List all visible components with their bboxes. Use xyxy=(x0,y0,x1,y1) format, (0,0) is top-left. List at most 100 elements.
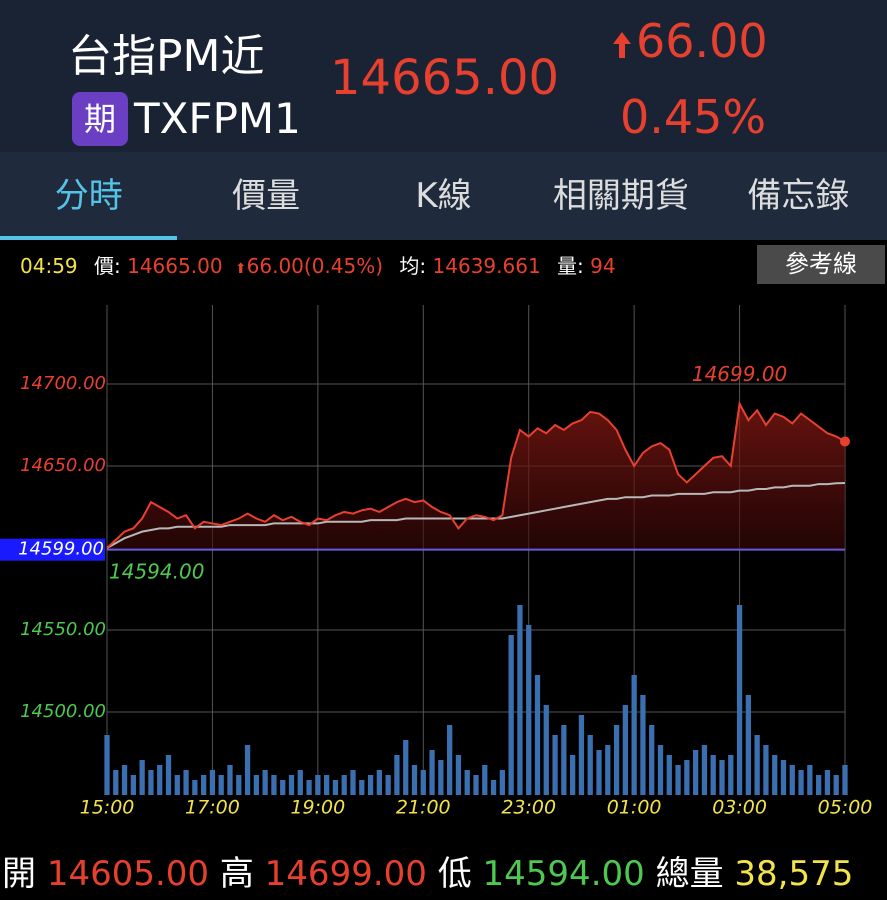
x-tick-label: 01:00 xyxy=(607,797,662,819)
footer: 開 14605.00 高 14699.00 低 14594.00 總量 38,5… xyxy=(2,846,853,895)
volume-bar xyxy=(736,605,743,795)
tab[interactable]: 價量 xyxy=(232,176,301,216)
reference-box xyxy=(0,538,105,561)
header: 台指PM近 期 TXFPM1 14665.00 66.00 0.45% xyxy=(0,0,887,152)
volume-bar xyxy=(288,775,295,795)
volume-bar xyxy=(798,770,804,795)
price-area xyxy=(107,403,845,550)
volume-bar xyxy=(842,765,848,795)
volume-bar xyxy=(280,780,286,795)
tab[interactable]: 相關期貨 xyxy=(552,176,689,216)
volume-bar xyxy=(490,780,497,795)
x-tick-label: 17:00 xyxy=(185,797,240,819)
change: 66.00 xyxy=(636,14,768,68)
volume-bar xyxy=(508,635,514,795)
volume-bar xyxy=(429,750,435,795)
volume-bar xyxy=(763,745,769,795)
volume-bar xyxy=(640,695,646,795)
low-label: 低 xyxy=(437,854,472,894)
volume-bar xyxy=(385,775,391,795)
avg-label: 均: xyxy=(399,254,427,278)
volume-bar xyxy=(605,745,611,795)
volume-bar xyxy=(772,755,778,795)
volume-bar xyxy=(684,760,690,795)
tab[interactable]: K線 xyxy=(415,176,472,216)
volume-bar xyxy=(526,625,532,795)
volume-bar xyxy=(649,725,655,795)
volume-bar xyxy=(271,775,277,795)
price-label: 價: xyxy=(94,254,121,278)
volume-bar xyxy=(113,770,119,795)
reference-label: 14599.00 xyxy=(18,539,104,560)
volume-bar xyxy=(420,770,426,795)
x-tick-label: 05:00 xyxy=(818,797,873,819)
badge: 期 xyxy=(72,92,128,146)
high-label: 14699.00 xyxy=(692,362,787,386)
y-tick-label: 14550.00 xyxy=(20,619,106,640)
volume-bar xyxy=(104,735,110,795)
volume-bar xyxy=(666,755,672,795)
vol-label: 量: xyxy=(557,254,584,278)
x-tick-label: 15:00 xyxy=(80,797,135,819)
tab[interactable]: 備忘錄 xyxy=(747,176,850,216)
price-line xyxy=(106,400,846,549)
volume-bar xyxy=(315,775,321,795)
open-label: 開 xyxy=(2,854,36,894)
volume-bar xyxy=(367,775,374,795)
volume-bar xyxy=(499,770,505,795)
volume-bar xyxy=(192,780,198,795)
volume-bar xyxy=(719,760,725,795)
price: 14665.00 xyxy=(127,254,223,278)
volume-bar xyxy=(183,770,189,795)
average-line xyxy=(106,481,846,549)
volume-bar xyxy=(253,775,259,795)
volume-bar xyxy=(157,765,163,795)
volume-bar xyxy=(534,675,541,795)
change: 66.00(0.45%) xyxy=(246,254,384,278)
volume-bar xyxy=(262,770,268,795)
reference-button[interactable]: 參考線 xyxy=(757,245,885,284)
up-arrow: ⬆ xyxy=(234,261,247,277)
volume-bar xyxy=(701,745,708,795)
low: 14594.00 xyxy=(482,854,645,894)
volume-bar xyxy=(789,765,795,795)
volume-bar xyxy=(411,765,418,795)
x-tick-label: 19:00 xyxy=(290,797,345,819)
volume-bar xyxy=(693,750,699,795)
volume-bar xyxy=(209,770,216,795)
price: 14665.00 xyxy=(330,50,560,106)
high: 14699.00 xyxy=(264,854,427,894)
total-label: 總量 xyxy=(655,854,724,894)
volume-bar xyxy=(754,735,760,795)
y-tick-label: 14650.00 xyxy=(20,455,106,476)
tab[interactable]: 分時 xyxy=(0,152,178,240)
volume-bar xyxy=(824,770,831,795)
volume-bar xyxy=(482,765,488,795)
volume-bar xyxy=(578,715,585,795)
chart: 15:00 17:00 19:00 21:00 23:00 01:00 03:00 05:00… xyxy=(0,305,873,819)
volume-bar xyxy=(121,765,128,795)
y-tick-label: 14700.00 xyxy=(20,373,106,394)
volume-bar xyxy=(596,750,602,795)
y-tick-label: 14500.00 xyxy=(20,701,106,722)
volume-bar xyxy=(438,760,444,795)
volume-bar xyxy=(201,775,207,795)
volume-bar xyxy=(675,765,681,795)
volume-bar xyxy=(359,780,365,795)
change-percent: 0.45% xyxy=(620,90,767,144)
tab-bar: 分時 價量 K線 相關期貨 備忘錄 xyxy=(0,152,887,240)
volume-bar xyxy=(139,760,145,795)
volume-bar xyxy=(657,745,664,795)
volume-bar xyxy=(244,745,251,795)
time: 04:59 xyxy=(20,254,78,278)
volume-bar xyxy=(807,765,813,795)
volume-bar xyxy=(710,755,716,795)
volume-bar xyxy=(130,775,136,795)
volume-bar xyxy=(543,705,549,795)
volume-bar xyxy=(324,775,330,795)
volume-bar xyxy=(394,755,400,795)
volume-bar xyxy=(570,755,576,795)
volume-bar xyxy=(561,725,567,795)
volume-bar xyxy=(332,780,339,795)
low-label: 14594.00 xyxy=(109,559,204,583)
